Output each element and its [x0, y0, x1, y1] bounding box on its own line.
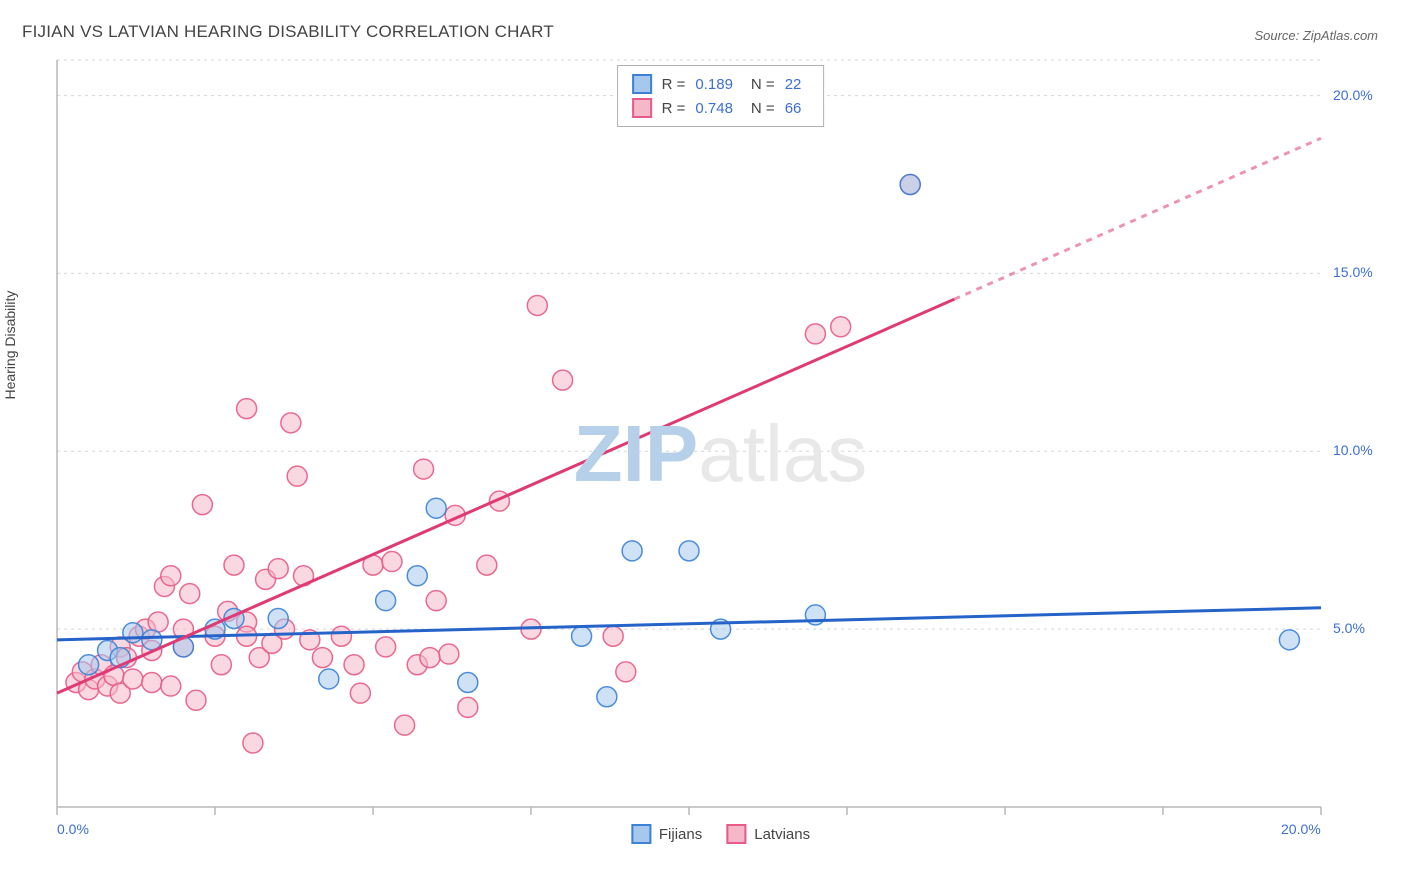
- legend-swatch-latvians: [632, 98, 652, 118]
- stats-row-fijians: R = 0.189 N = 22: [632, 72, 810, 96]
- tick-label: 0.0%: [57, 821, 89, 837]
- bottom-legend: Fijians Latvians: [631, 824, 810, 844]
- tick-label: 10.0%: [1333, 442, 1373, 458]
- chart-title: FIJIAN VS LATVIAN HEARING DISABILITY COR…: [22, 22, 554, 42]
- chart-container: ZIPatlas R = 0.189 N = 22 R = 0.748 N = …: [55, 55, 1386, 852]
- stats-row-latvians: R = 0.748 N = 66: [632, 96, 810, 120]
- legend-item-fijians: Fijians: [631, 824, 702, 844]
- legend-swatch-fijians: [632, 74, 652, 94]
- tick-label: 15.0%: [1333, 264, 1373, 280]
- tick-label: 5.0%: [1333, 620, 1365, 636]
- source-attribution: Source: ZipAtlas.com: [1254, 28, 1378, 43]
- tick-label: 20.0%: [1281, 821, 1321, 837]
- tick-label: 20.0%: [1333, 87, 1373, 103]
- legend-item-latvians: Latvians: [726, 824, 810, 844]
- scatter-plot: [55, 55, 1386, 852]
- y-axis-label: Hearing Disability: [2, 291, 18, 400]
- correlation-stats-box: R = 0.189 N = 22 R = 0.748 N = 66: [617, 65, 825, 127]
- legend-swatch-icon: [726, 824, 746, 844]
- legend-swatch-icon: [631, 824, 651, 844]
